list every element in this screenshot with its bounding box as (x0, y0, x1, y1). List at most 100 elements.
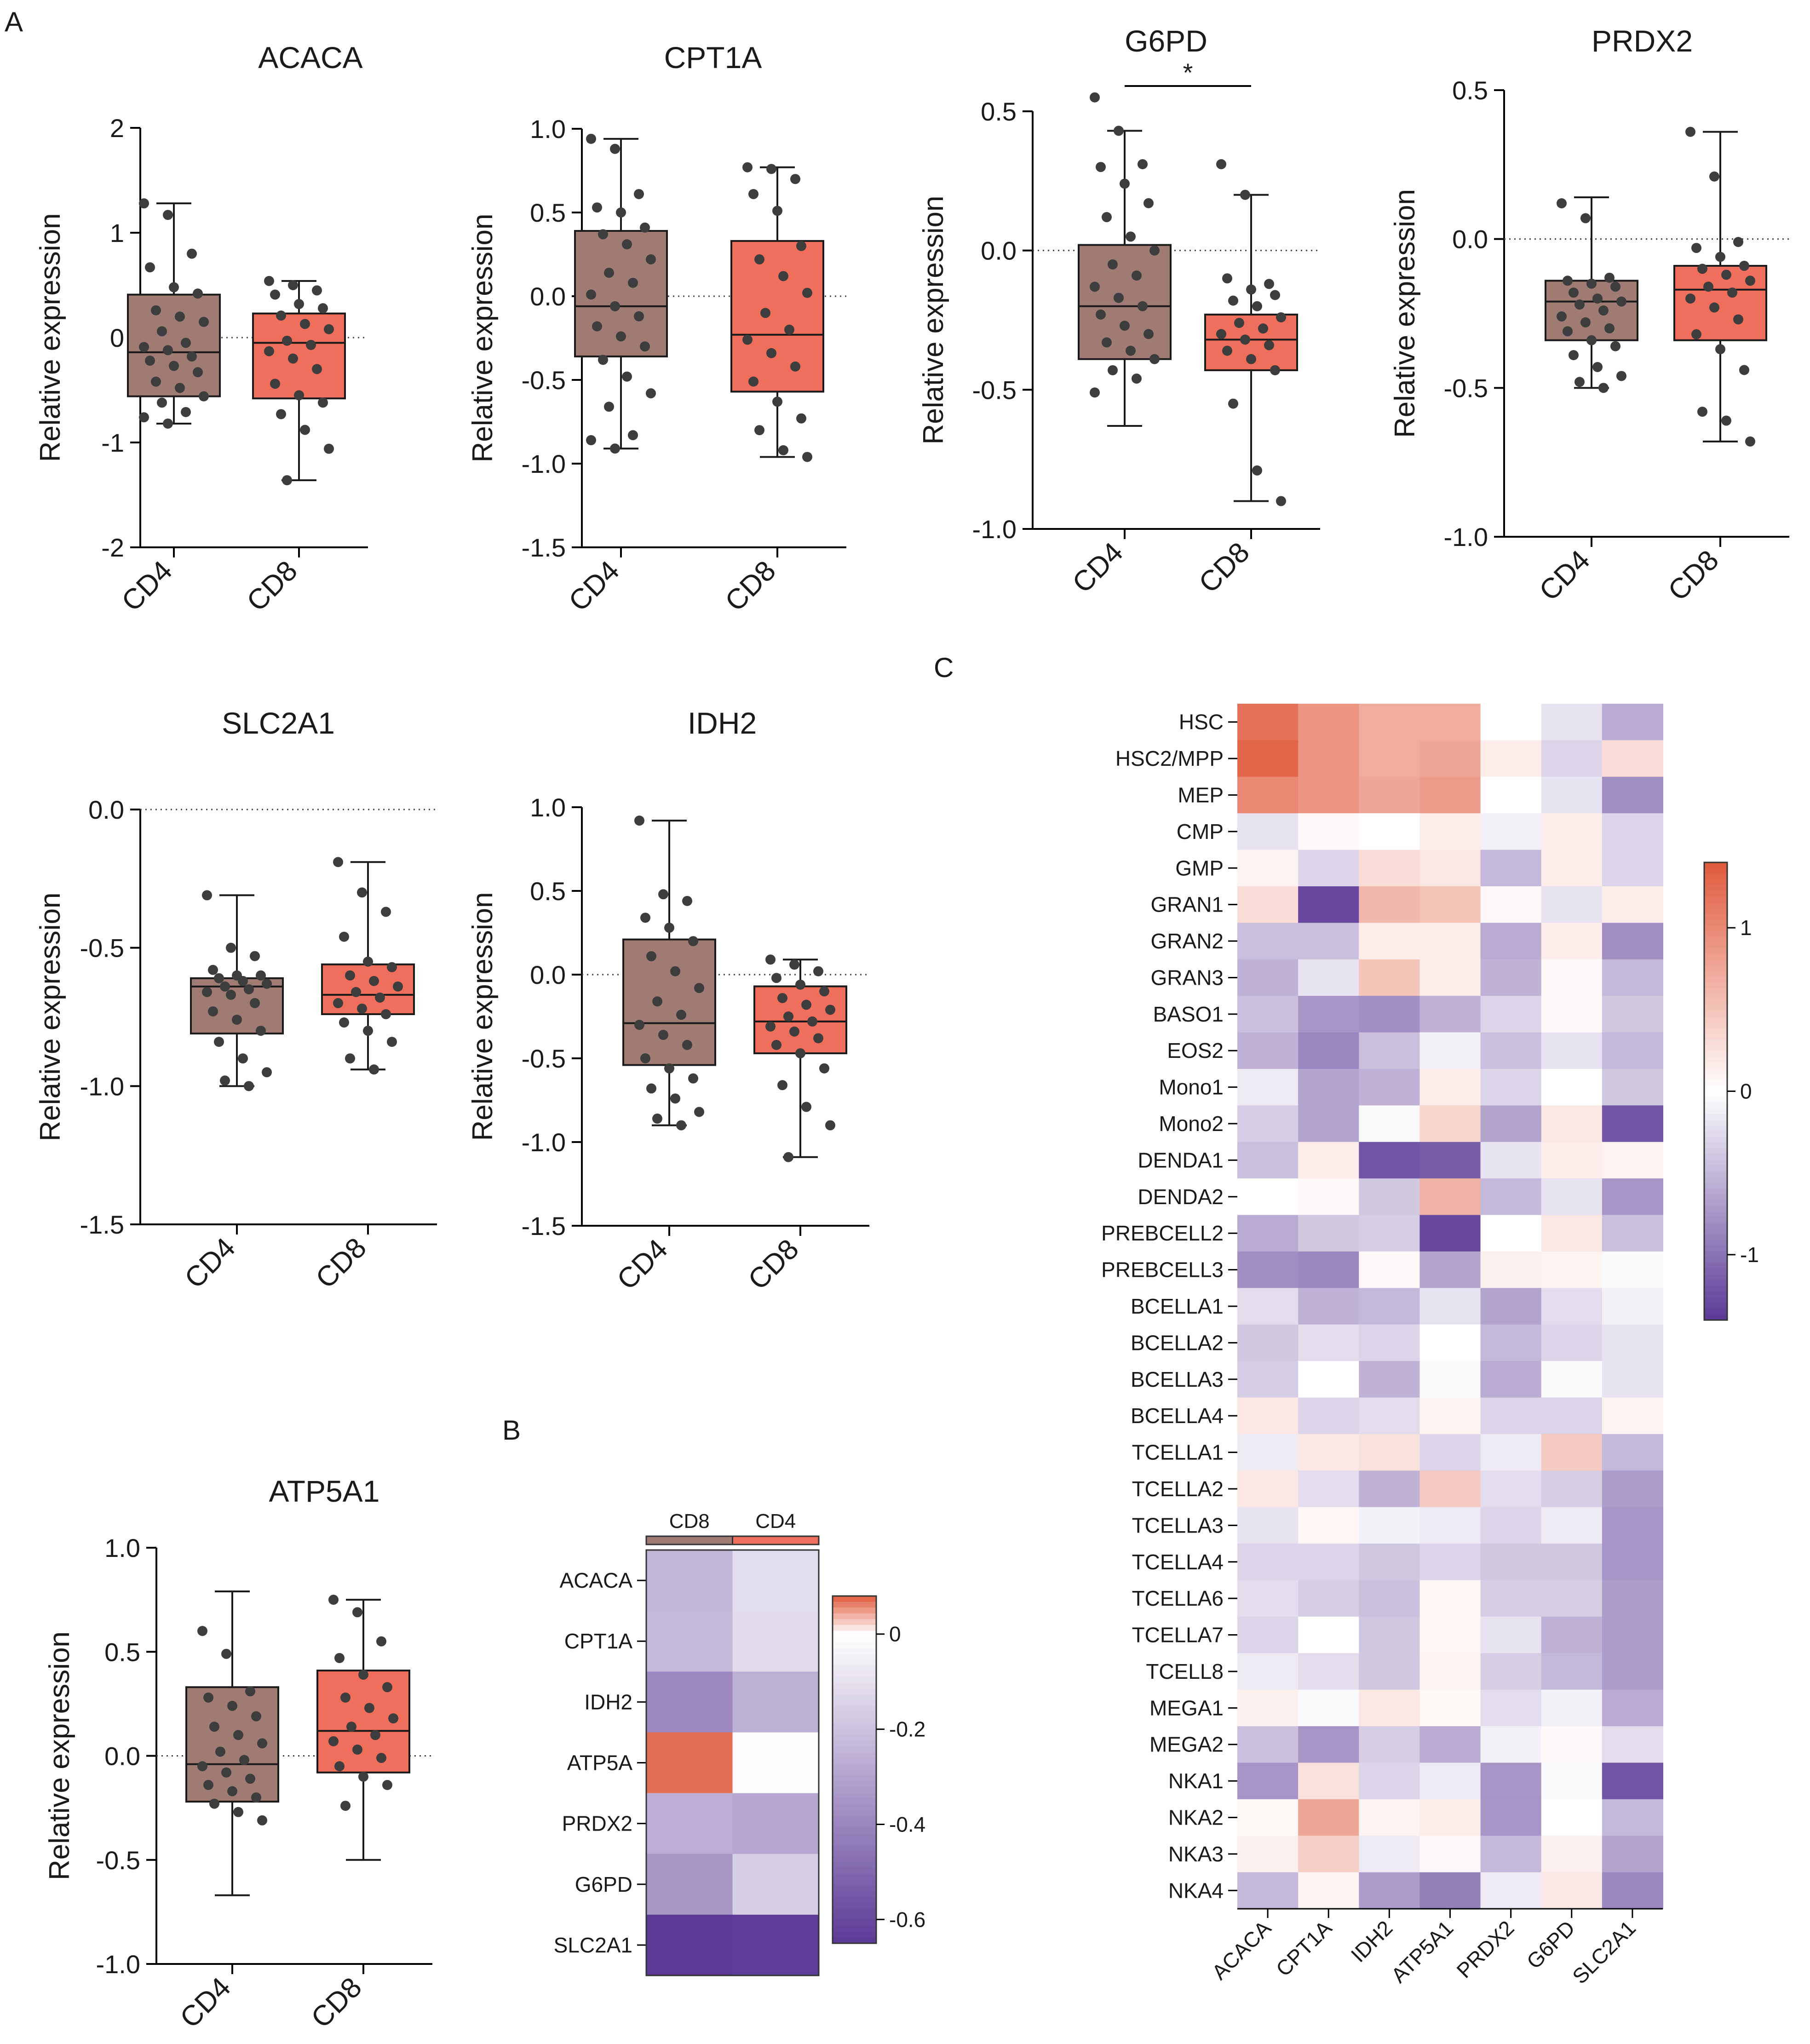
heatmap-b-colorbar-step (833, 1833, 876, 1840)
heatmap-b-row-label: SLC2A1 (554, 1933, 632, 1957)
heatmap-c-cell (1480, 740, 1542, 777)
heatmap-c-cell (1541, 1361, 1603, 1398)
heatmap-c-colorbar-tick-label: 1 (1740, 916, 1752, 940)
heatmap-c-cell (1419, 813, 1481, 850)
idh2-box-cd8 (753, 985, 847, 1055)
prdx2-y-tick-label: 0.5 (1452, 76, 1488, 105)
heatmap-b-column-label: CD4 (755, 1510, 796, 1533)
heatmap-c-cell (1419, 1215, 1481, 1252)
atp5a1-data-point (239, 1755, 249, 1765)
prdx2-boxplot: PRDX2 Relative expression 0.5 0.0 -0.5 -1.0 CD… (1389, 24, 1789, 607)
heatmap-c-cell (1602, 1836, 1663, 1873)
heatmap-c-cell (1237, 1470, 1299, 1508)
heatmap-b-colorbar-step (833, 1845, 876, 1851)
heatmap-c-cell (1359, 1032, 1420, 1069)
heatmap-b-column-bar (645, 1535, 733, 1545)
heatmap-c-cell (1480, 923, 1542, 960)
prdx2-data-point (1715, 344, 1725, 355)
prdx2-y-tick-label: -1.0 (1444, 522, 1488, 551)
heatmap-c-cell (1298, 1178, 1360, 1216)
heatmap-c-cell (1480, 1324, 1542, 1362)
heatmap-c-cell (1419, 1361, 1481, 1398)
heatmap-c-cell (1359, 1872, 1420, 1909)
atp5a1-data-point (251, 1792, 261, 1803)
idh2-data-point (819, 1063, 829, 1074)
cpt1a-data-point (610, 443, 620, 454)
g6pd-data-point (1096, 162, 1106, 172)
heatmap-b-colorbar-step (833, 1619, 876, 1625)
atp5a1-data-point (376, 1636, 386, 1647)
prdx2-data-point (1697, 407, 1707, 417)
atp5a1-y-tick-label: 0.0 (104, 1742, 140, 1771)
acaca-data-point (145, 262, 155, 273)
slc2a1-data-point (244, 984, 254, 994)
heatmap-c-cell (1359, 1616, 1420, 1654)
acaca-data-point (163, 418, 173, 429)
heatmap-b-colorbar-step (833, 1752, 876, 1759)
atp5a1-data-point (328, 1595, 339, 1605)
acaca-data-point (324, 443, 334, 454)
idh2-y-tick-label: -1.5 (522, 1211, 566, 1240)
atp5a1-data-point (340, 1692, 351, 1703)
acaca-data-point (163, 345, 173, 356)
heatmap-c-cell (1419, 886, 1481, 924)
heatmap-c-cell (1359, 740, 1420, 777)
g6pd-data-point (1132, 270, 1142, 281)
acaca-data-point (163, 210, 173, 220)
atp5a1-data-point (209, 1798, 219, 1809)
heatmap-c-cell (1480, 1763, 1542, 1800)
idh2-x-tick-label: CD8 (742, 1233, 804, 1296)
heatmap-c-column-label: ACACA (1207, 1916, 1276, 1984)
heatmap-c-colorbar-step (1704, 885, 1727, 892)
atp5a1-data-point (334, 1653, 345, 1663)
prdx2-data-point (1586, 278, 1597, 289)
cpt1a-data-point (802, 287, 812, 298)
idh2-data-point (676, 1120, 686, 1131)
heatmap-b-colorbar-step (833, 1798, 876, 1805)
g6pd-data-point (1264, 279, 1274, 289)
heatmap-b-colorbar-step (833, 1827, 876, 1834)
acaca-data-point (288, 353, 298, 364)
heatmap-c-cell (1237, 996, 1299, 1033)
heatmap-c-cell (1602, 1434, 1663, 1471)
prdx2-data-point (1616, 371, 1626, 381)
heatmap-c-cell (1419, 1324, 1481, 1362)
heatmap-c-row-label: BASO1 (1153, 1002, 1224, 1026)
heatmap-b-colorbar-step (833, 1602, 876, 1608)
slc2a1-y-tick-label: -0.5 (80, 934, 125, 963)
heatmap-c-row-label: GRAN1 (1151, 893, 1224, 917)
atp5a1-data-point (203, 1780, 213, 1790)
heatmap-c-cell (1237, 1872, 1299, 1909)
heatmap-b-colorbar-step (833, 1654, 876, 1660)
atp5a1-boxplot: ATP5A1 Relative expression 1.0 0.5 0.0 -0.5 -1… (44, 1474, 432, 2034)
heatmap-c-cell (1541, 1251, 1603, 1289)
heatmap-c-colorbar-step (1704, 976, 1727, 983)
heatmap-c-cell (1419, 1616, 1481, 1654)
cpt1a-data-point (742, 334, 753, 345)
slc2a1-data-point (381, 907, 391, 917)
heatmap-c-colorbar-step (1704, 868, 1727, 874)
idh2-data-point (783, 1152, 793, 1162)
heatmap-c-cell (1419, 1251, 1481, 1289)
heatmap-c-cell (1419, 1544, 1481, 1581)
heatmap-c-colorbar-step (1704, 1028, 1727, 1035)
cpt1a-data-point (778, 271, 788, 281)
g6pd-data-point (1216, 329, 1226, 339)
prdx2-box-cd4 (1545, 280, 1638, 341)
idh2-data-point (777, 1080, 787, 1091)
heatmap-c-colorbar-step (1704, 1068, 1727, 1075)
heatmap-c-cell (1419, 1872, 1481, 1909)
heatmap-c-cell (1602, 1288, 1663, 1325)
slc2a1-data-point (250, 998, 260, 1008)
heatmap-c-cell (1237, 1507, 1299, 1544)
heatmap-c-colorbar-step (1704, 959, 1727, 966)
heatmap-c-cell (1602, 1507, 1663, 1544)
heatmap-c-cell (1359, 959, 1420, 997)
heatmap-b-colorbar-step (833, 1874, 876, 1880)
heatmap-c-cell (1419, 1689, 1481, 1727)
heatmap-c-cell (1298, 1763, 1360, 1800)
heatmap-c-cell (1541, 886, 1603, 924)
g6pd-data-point (1222, 345, 1232, 356)
cpt1a-data-point (766, 164, 776, 174)
